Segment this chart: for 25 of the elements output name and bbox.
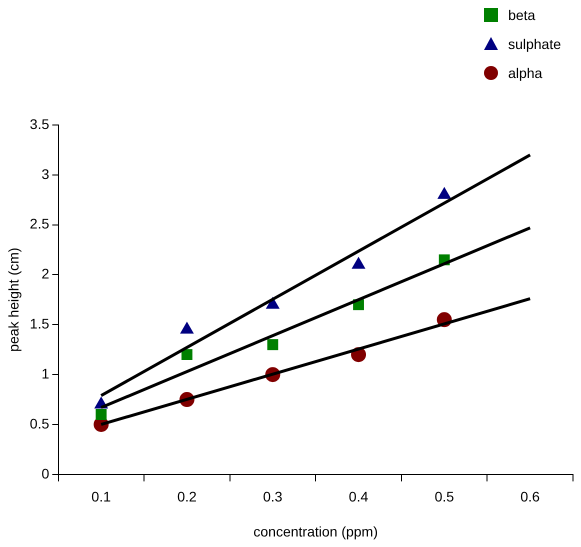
point <box>96 409 107 420</box>
y-tick-label: 0.5 <box>30 415 50 432</box>
y-tick-label: 2 <box>41 266 50 282</box>
legend-label: sulphate <box>508 36 561 52</box>
x-axis-title: concentration (ppm) <box>253 523 378 540</box>
legend-label: beta <box>508 6 536 22</box>
x-tick-label: 0.6 <box>520 488 540 505</box>
point <box>352 257 366 269</box>
point <box>267 339 278 350</box>
point <box>438 187 451 199</box>
y-tick-label: 3.5 <box>30 116 50 132</box>
y-tick-label: 1.5 <box>30 316 50 332</box>
x-tick-label: 0.4 <box>348 488 368 505</box>
y-tick-label: 3 <box>41 166 50 182</box>
y-tick-label: 0 <box>41 465 50 482</box>
x-tick-label: 0.1 <box>91 488 112 505</box>
x-tick-label: 0.5 <box>434 488 454 505</box>
y-axis-title: peak height (cm) <box>5 248 22 352</box>
point <box>180 322 194 334</box>
point <box>181 349 192 360</box>
x-tick-label: 0.3 <box>263 488 283 505</box>
y-tick-label: 1 <box>41 365 50 382</box>
x-tick-label: 0.2 <box>177 488 197 505</box>
y-tick-label: 2.5 <box>30 216 50 232</box>
legend-label: alpha <box>508 64 542 80</box>
